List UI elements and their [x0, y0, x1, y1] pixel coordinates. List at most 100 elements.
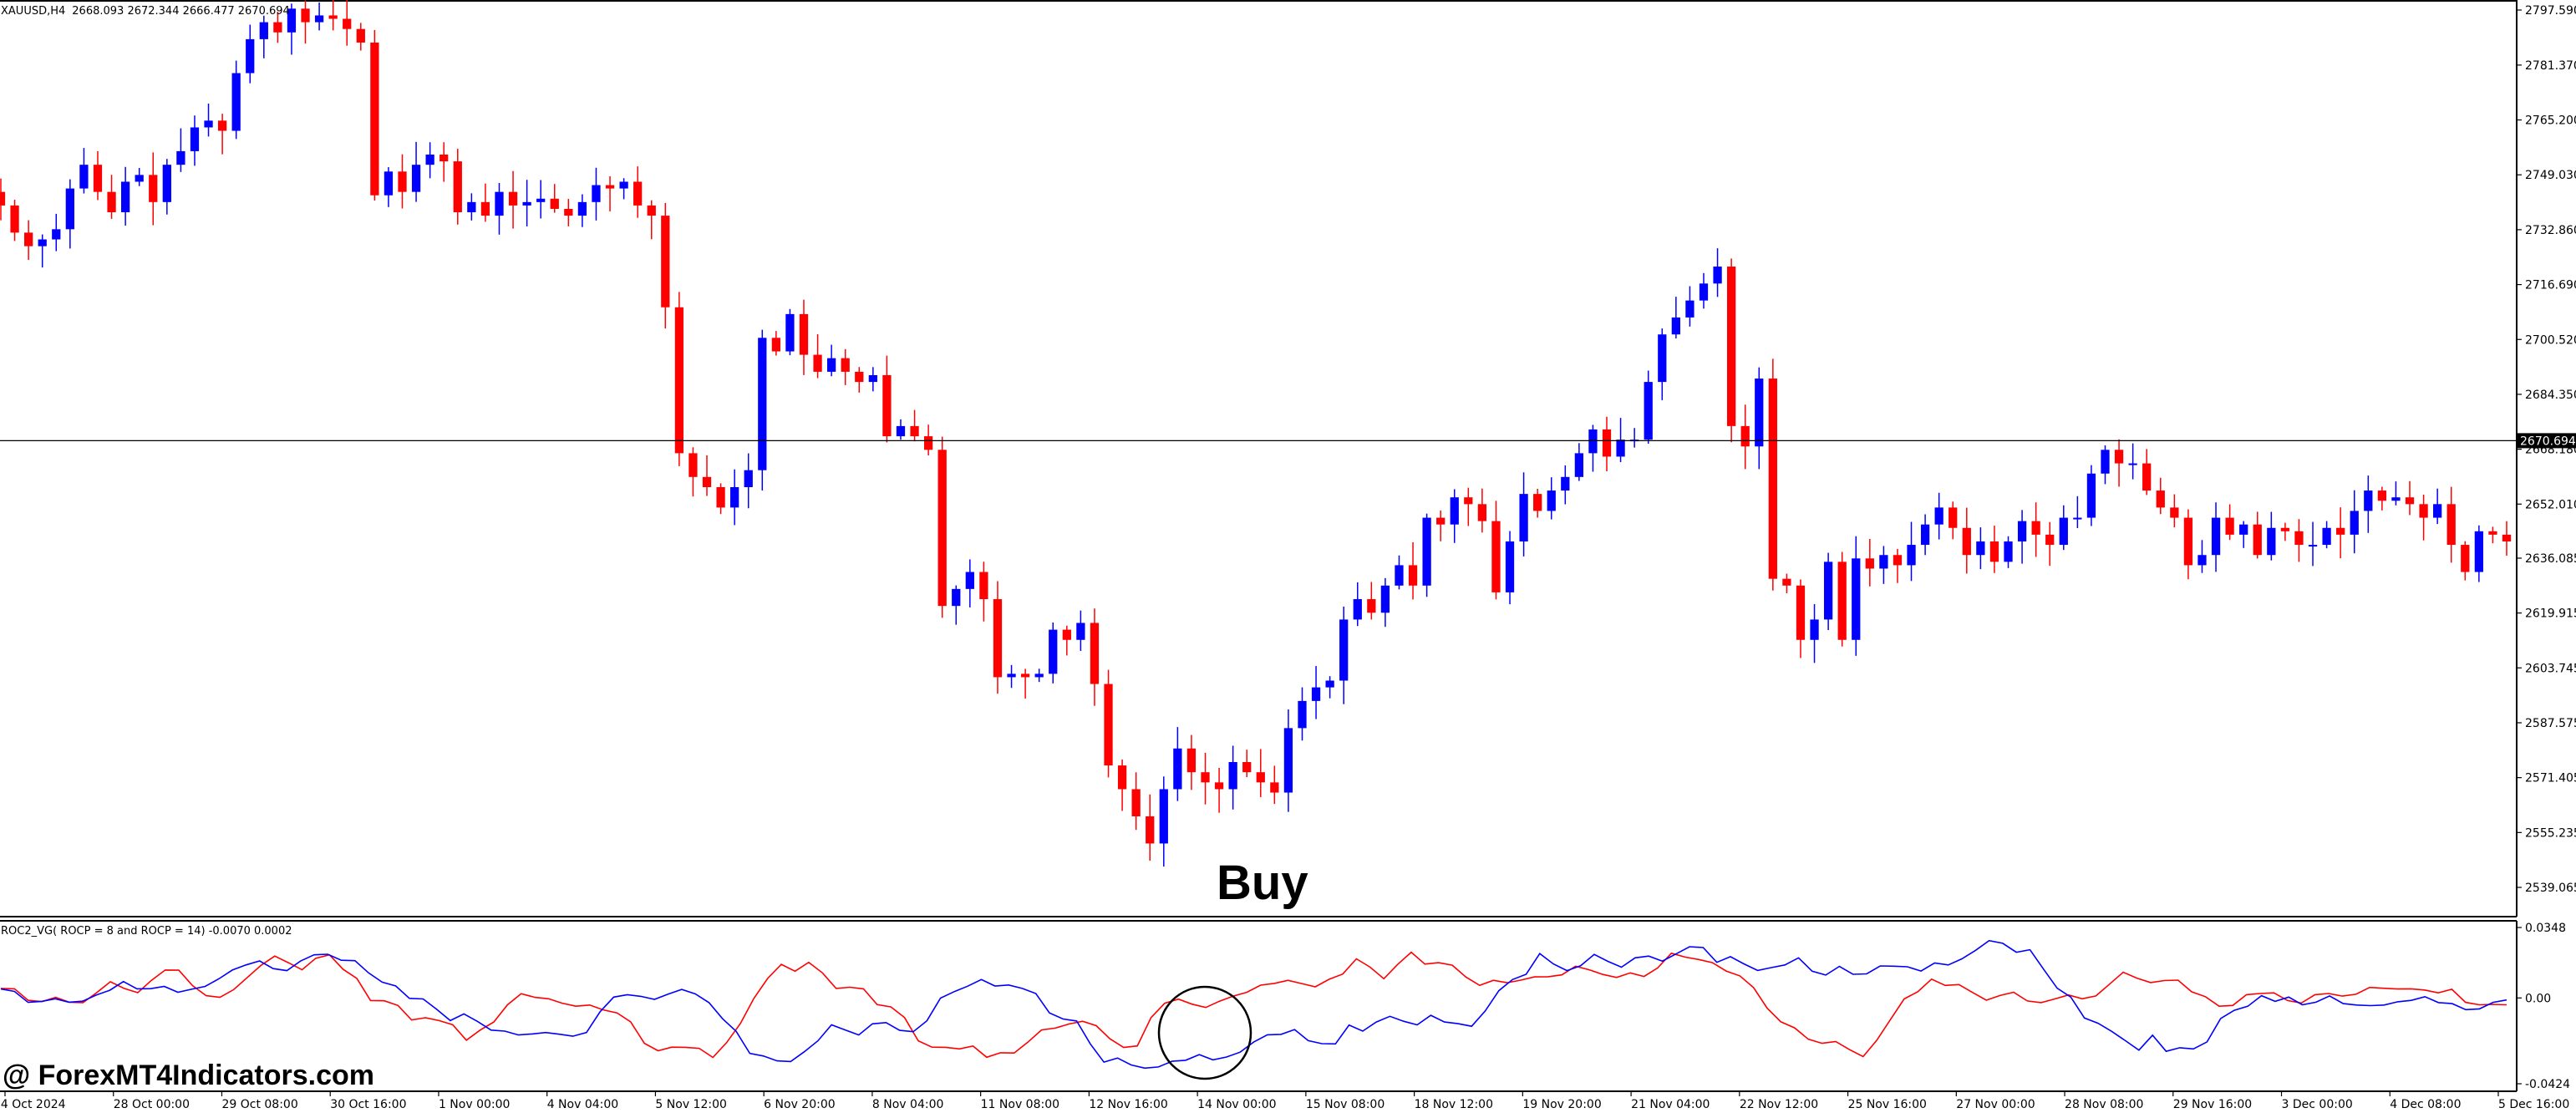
candle-body	[1146, 816, 1155, 844]
candle-body	[1256, 772, 1265, 783]
candle-body	[508, 191, 518, 206]
candle-body	[1395, 565, 1404, 586]
candle-body	[1034, 673, 1044, 678]
candle-body	[744, 470, 753, 488]
candle-body	[1422, 517, 1431, 586]
candle-body	[1104, 684, 1113, 766]
highlight-circle	[1157, 985, 1252, 1080]
candle-body	[1962, 527, 1971, 556]
price-tick-label: 2571.405	[2525, 772, 2576, 785]
time-tick-label: 12 Nov 16:00	[1089, 1098, 1167, 1111]
time-tick-label: 11 Nov 08:00	[981, 1098, 1059, 1111]
candle-body	[1270, 782, 1279, 793]
candle-body	[259, 22, 268, 39]
candle-body	[2045, 534, 2055, 546]
candle-body	[1117, 765, 1127, 790]
time-tick-label: 28 Nov 08:00	[2065, 1098, 2143, 1111]
candle-body	[2405, 497, 2415, 505]
candle-body	[923, 436, 933, 450]
candles	[0, 0, 2512, 867]
candle-body	[716, 487, 725, 508]
candle-body	[1907, 545, 1916, 566]
candle-body	[1131, 789, 1141, 816]
candle-body	[841, 358, 850, 372]
roc-fast-line	[0, 951, 2507, 1059]
candle-body	[52, 229, 61, 240]
candle-body	[2211, 517, 2221, 556]
candle-body	[2114, 450, 2124, 464]
candle-body	[93, 165, 103, 192]
candle-body	[605, 185, 615, 189]
time-tick-label: 28 Oct 00:00	[114, 1098, 190, 1111]
price-pane[interactable]: 2797.590 2781.370 2765.200 2749.030 2732.860…	[0, 0, 2576, 917]
candle-body	[453, 161, 462, 213]
candle-body	[688, 453, 698, 477]
candle-body	[1588, 429, 1598, 454]
indicator-pane[interactable]: ROC2_VG( ROCP = 8 and ROCP = 14) -0.0070…	[0, 920, 2570, 1092]
candle-body	[38, 239, 47, 246]
candle-body	[2391, 497, 2401, 501]
candle-body	[314, 15, 324, 23]
candle-body	[1976, 541, 1985, 556]
price-tick-label: 2555.235	[2525, 826, 2576, 840]
candle-body	[2086, 473, 2096, 518]
current-price-label: 2670.694	[2520, 435, 2576, 448]
candle-body	[2350, 511, 2359, 535]
current-price-tag: 2670.694	[2518, 433, 2576, 449]
candle-body	[1574, 453, 1584, 477]
candle-body	[1491, 521, 1501, 592]
candle-body	[2461, 545, 2470, 572]
indicator-tick-label: -0.0424	[2525, 1078, 2570, 1091]
candle-body	[1699, 283, 1709, 301]
candle-body	[2101, 450, 2110, 474]
candle-body	[2433, 504, 2442, 518]
symbol-text: XAUUSD,H4	[1, 5, 65, 18]
candle-body	[0, 191, 6, 206]
time-tick-label: 3 Dec 00:00	[2282, 1098, 2353, 1111]
candle-body	[425, 154, 434, 165]
candle-body	[2280, 527, 2290, 531]
candle-body	[1325, 680, 1334, 688]
candle-body	[2128, 463, 2137, 465]
candle-body	[1228, 761, 1237, 790]
candle-body	[1713, 267, 1722, 284]
time-axis-ticks: 24 Oct 2024 28 Oct 00:00 29 Oct 08:00 30 Oc…	[0, 1091, 2569, 1111]
candle-body	[2294, 531, 2304, 546]
price-tick-label: 2781.370	[2525, 59, 2576, 73]
roc-slow-line	[0, 939, 2507, 1070]
candle-body	[2474, 531, 2483, 572]
candle-body	[1823, 562, 1833, 620]
candle-body	[398, 171, 407, 192]
price-tick-label: 2797.590	[2525, 4, 2576, 18]
candle-body	[536, 198, 546, 202]
candle-body	[1561, 476, 1570, 491]
candle-body	[1893, 555, 1903, 566]
candle-body	[1062, 629, 1071, 640]
candle-body	[384, 171, 394, 196]
price-tick-label: 2539.065	[2525, 882, 2576, 895]
candle-body	[993, 599, 1003, 678]
time-tick-label: 4 Dec 08:00	[2390, 1098, 2461, 1111]
candle-body	[1879, 555, 1888, 569]
candle-body	[273, 22, 282, 33]
watermark: @ ForexMT4Indicators.com	[3, 1060, 374, 1091]
candle-body	[1547, 490, 1556, 511]
candle-body	[2308, 545, 2318, 547]
price-tick-label: 2700.520	[2525, 333, 2576, 347]
candle-body	[785, 313, 795, 352]
candle-body	[1782, 578, 1791, 586]
candle-body	[356, 28, 365, 43]
candle-body	[937, 450, 947, 607]
candle-body	[1353, 599, 1362, 620]
price-tick-label: 2749.030	[2525, 169, 2576, 182]
time-tick-label: 4 Nov 04:00	[547, 1098, 618, 1111]
price-tick-label: 2732.860	[2525, 224, 2576, 237]
candle-body	[439, 154, 449, 162]
candle-body	[1186, 748, 1197, 773]
candle-body	[1464, 497, 1473, 505]
candle-body	[827, 358, 836, 372]
candle-body	[149, 175, 158, 202]
candle-body	[411, 165, 421, 192]
candle-body	[2336, 527, 2345, 535]
